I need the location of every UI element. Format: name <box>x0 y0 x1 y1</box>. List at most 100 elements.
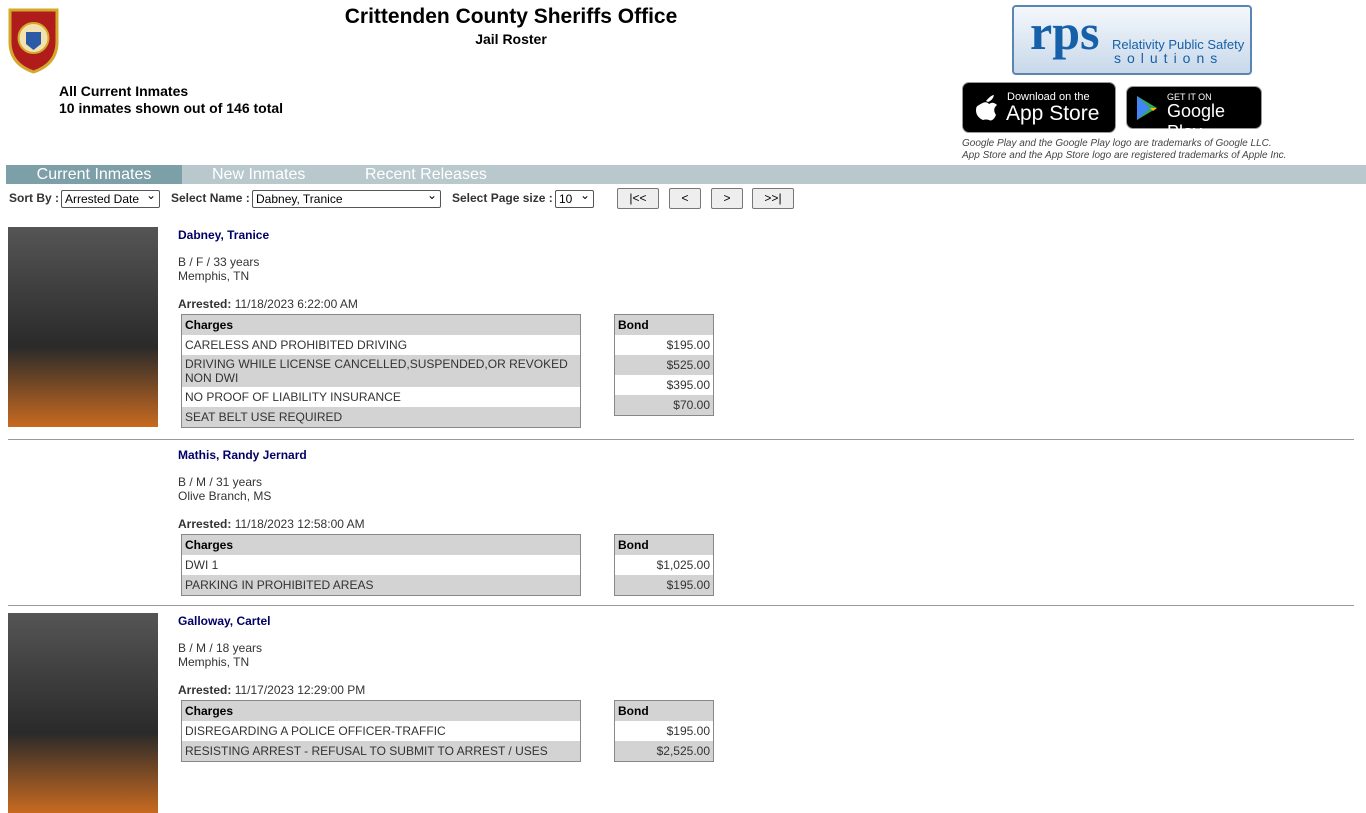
header-row: Charges <box>181 700 581 721</box>
google-play-badge[interactable]: GET IT ON Google Play <box>1126 86 1262 142</box>
row: $195.00 <box>615 335 714 355</box>
bond-amount: $1,025.00 <box>656 558 710 572</box>
header-row: Charges <box>181 534 581 555</box>
arrested: Arrested: 11/18/2023 12:58:00 AM <box>178 517 365 531</box>
row: $1,025.00 <box>615 555 714 575</box>
arrested-date: 11/18/2023 12:58:00 AM <box>234 517 365 531</box>
inmate-name[interactable]: Mathis, Randy Jernard <box>178 448 307 462</box>
charges-table: Charges CARELESS AND PROHIBITED DRIVING DR… <box>181 314 581 428</box>
tab[interactable]: Recent Releases <box>365 166 487 183</box>
page-size-select[interactable]: 10 <box>555 187 594 208</box>
separator <box>8 605 1354 606</box>
arrested: Arrested: 11/18/2023 6:22:00 AM <box>178 297 358 311</box>
name-label: Select Name : <box>171 191 250 205</box>
row: SEAT BELT USE REQUIRED <box>181 407 581 428</box>
bond-amount: $195.00 <box>614 575 714 596</box>
row: CARELESS AND PROHIBITED DRIVING <box>182 335 581 355</box>
charges-table: Charges DISREGARDING A POLICE OFFICER-TRA… <box>181 700 581 762</box>
charge: DRIVING WHILE LICENSE CANCELLED,SUSPENDE… <box>181 355 581 387</box>
summary: All Current Inmates <box>59 83 189 99</box>
header-row: Bond <box>614 534 714 555</box>
arrested-label: Arrested: <box>178 683 232 697</box>
sort-label: Sort By : <box>9 191 60 205</box>
row: $2,525.00 <box>614 741 714 762</box>
first-page-button[interactable]: |<< <box>617 188 659 209</box>
badge-big-text: App Store <box>1006 102 1100 125</box>
location: Olive Branch, MS <box>178 489 272 503</box>
app-store-badge[interactable]: Download on the App Store <box>962 82 1116 133</box>
inmate-name[interactable]: Dabney, Tranice <box>178 228 270 242</box>
sort-select[interactable]: Arrested Date <box>61 187 160 208</box>
bond-amount: $195.00 <box>666 724 710 738</box>
trademark-note: App Store and the App Store logo are reg… <box>962 150 1287 161</box>
sheriff-seal <box>8 8 59 74</box>
badge-big-text: Google Play <box>1167 101 1226 142</box>
row: PARKING IN PROHIBITED AREAS <box>181 575 581 596</box>
row: $195.00 <box>614 575 714 596</box>
bond-amount: $70.00 <box>614 395 714 416</box>
row: DWI 1 <box>182 555 581 575</box>
badge-small-text: GET IT ON <box>1167 92 1212 102</box>
trademark-note: Google Play and the Google Play logo are… <box>962 138 1272 149</box>
mugshot <box>8 613 158 813</box>
location: Memphis, TN <box>178 655 250 669</box>
bond-amount: $525.00 <box>614 355 714 375</box>
row: $70.00 <box>614 395 714 416</box>
column-header: Charges <box>181 700 581 721</box>
bond-table: Bond $1,025.00 $195.00 <box>614 534 714 596</box>
header-row: Bond <box>614 700 714 721</box>
charge: CARELESS AND PROHIBITED DRIVING <box>185 338 408 352</box>
bond-table: Bond $195.00 $525.00 $395.00 $70.00 <box>614 314 714 416</box>
charge: PARKING IN PROHIBITED AREAS <box>181 575 581 596</box>
charge: SEAT BELT USE REQUIRED <box>181 407 581 428</box>
row: DRIVING WHILE LICENSE CANCELLED,SUSPENDE… <box>181 355 581 387</box>
column-header: Bond <box>614 314 714 335</box>
tab-bar: Current Inmates New Inmates Recent Relea… <box>6 165 1366 184</box>
vendor-name: Relativity Public Safety <box>1112 37 1245 52</box>
inmate-count: 10 inmates shown out of 146 total <box>59 100 284 116</box>
mugshot <box>8 227 158 427</box>
next-page-button[interactable]: > <box>711 188 743 209</box>
row: NO PROOF OF LIABILITY INSURANCE <box>182 387 581 407</box>
badge-small-text: Download on the <box>1007 91 1090 103</box>
header-row: Charges <box>181 314 581 335</box>
row: DISREGARDING A POLICE OFFICER-TRAFFIC <box>182 721 581 741</box>
header-row: Bond <box>614 314 714 335</box>
apple-icon <box>976 95 997 121</box>
arrested-date: 11/18/2023 6:22:00 AM <box>234 297 358 311</box>
page-size-label: Select Page size : <box>452 191 553 205</box>
tab[interactable]: New Inmates <box>212 166 306 183</box>
column-header: Bond <box>614 700 714 721</box>
last-page-button[interactable]: >>| <box>752 188 794 209</box>
location: Memphis, TN <box>178 269 250 283</box>
vendor-logo[interactable]: rps Relativity Public Safety solutions <box>1012 4 1252 75</box>
logo-text: rps <box>1030 4 1100 60</box>
bond-amount: $2,525.00 <box>614 741 714 762</box>
page-subtitle: Jail Roster <box>475 31 547 47</box>
charge: RESISTING ARREST - REFUSAL TO SUBMIT TO … <box>181 741 581 762</box>
row: $525.00 <box>614 355 714 375</box>
arrested-date: 11/17/2023 12:29:00 PM <box>234 683 366 697</box>
row: $395.00 <box>615 375 714 395</box>
tab[interactable]: Current Inmates <box>6 165 182 184</box>
bond-table: Bond $195.00 $2,525.00 <box>614 700 714 762</box>
page-title: Crittenden County Sheriffs Office <box>344 5 678 28</box>
arrested-label: Arrested: <box>178 297 232 311</box>
row: $195.00 <box>615 721 714 741</box>
vendor-tagline: solutions <box>1114 50 1224 66</box>
inmate-name[interactable]: Galloway, Cartel <box>178 614 271 628</box>
demographics: B / M / 18 years <box>178 641 263 655</box>
demographics: B / F / 33 years <box>178 255 260 269</box>
charge: NO PROOF OF LIABILITY INSURANCE <box>185 390 401 404</box>
page: {"header": {"title": "Crittenden County … <box>0 0 1366 768</box>
bond-amount: $195.00 <box>666 338 710 352</box>
demographics: B / M / 31 years <box>178 475 263 489</box>
column-header: Charges <box>181 534 581 555</box>
name-select[interactable]: Dabney, Tranice <box>252 187 441 208</box>
separator <box>8 439 1354 440</box>
charge: DISREGARDING A POLICE OFFICER-TRAFFIC <box>185 724 446 738</box>
column-header: Charges <box>181 314 581 335</box>
arrested-label: Arrested: <box>178 517 232 531</box>
prev-page-button[interactable]: < <box>669 188 701 209</box>
google-play-icon <box>1137 96 1157 120</box>
